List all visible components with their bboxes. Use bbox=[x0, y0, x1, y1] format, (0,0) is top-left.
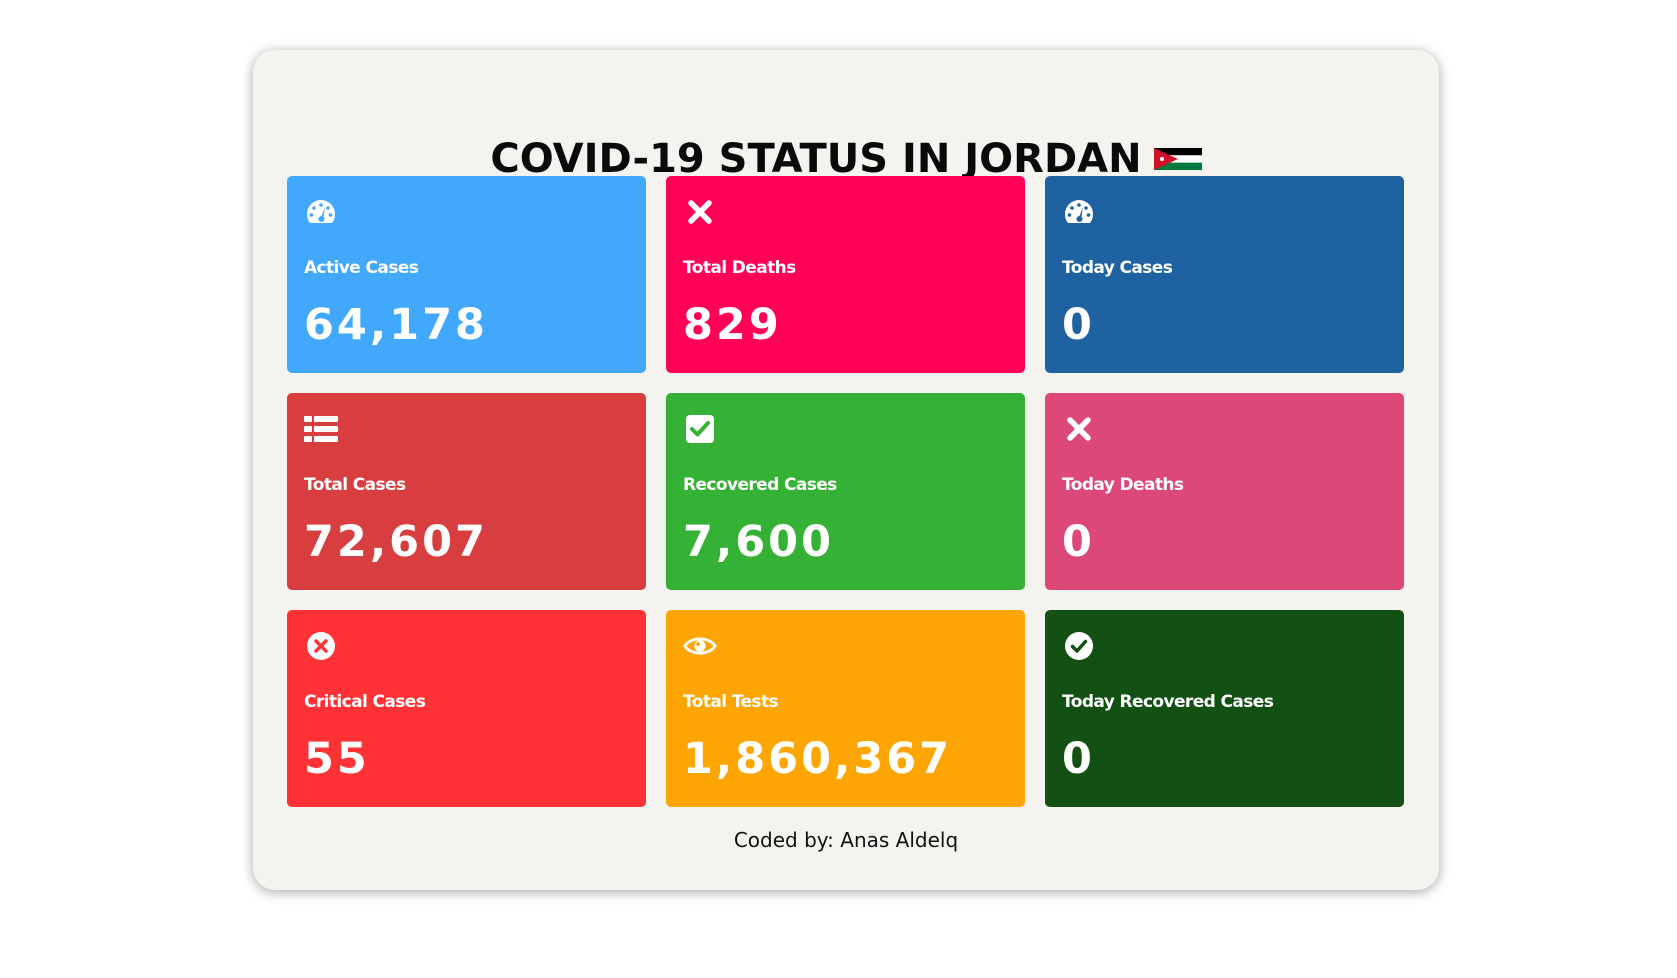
circle-x-icon bbox=[304, 629, 338, 663]
stat-value: 55 bbox=[304, 734, 370, 784]
stat-tile-active-cases: Active Cases 64,178 bbox=[287, 176, 646, 373]
stats-grid: Active Cases 64,178 Total Deaths 829 bbox=[287, 176, 1404, 807]
stat-label: Recovered Cases bbox=[683, 475, 837, 495]
stat-value: 0 bbox=[1062, 300, 1095, 350]
stat-value: 72,607 bbox=[304, 517, 488, 567]
stat-value: 829 bbox=[683, 300, 782, 350]
stat-label: Total Tests bbox=[683, 692, 779, 712]
stat-tile-total-cases: Total Cases 72,607 bbox=[287, 393, 646, 590]
stat-tile-recovered-cases: Recovered Cases 7,600 bbox=[666, 393, 1025, 590]
stat-label: Total Cases bbox=[304, 475, 406, 495]
stat-value: 64,178 bbox=[304, 300, 488, 350]
footer-credit: Coded by: Anas Aldelq bbox=[733, 828, 959, 852]
list-icon bbox=[304, 412, 338, 446]
stat-value: 0 bbox=[1062, 734, 1095, 784]
stat-label: Active Cases bbox=[304, 258, 419, 278]
stat-value: 1,860,367 bbox=[683, 734, 953, 784]
stat-label: Critical Cases bbox=[304, 692, 426, 712]
stat-tile-critical-cases: Critical Cases 55 bbox=[287, 610, 646, 807]
dashboard-gauge-icon bbox=[1062, 195, 1096, 229]
stat-value: 0 bbox=[1062, 517, 1095, 567]
dashboard-gauge-icon bbox=[304, 195, 338, 229]
eye-icon bbox=[683, 629, 717, 663]
stat-tile-total-tests: Total Tests 1,860,367 bbox=[666, 610, 1025, 807]
circle-check-icon bbox=[1062, 629, 1096, 663]
stat-label: Today Recovered Cases bbox=[1062, 692, 1274, 712]
stat-label: Today Cases bbox=[1062, 258, 1173, 278]
stat-label: Total Deaths bbox=[683, 258, 796, 278]
stat-label: Today Deaths bbox=[1062, 475, 1184, 495]
stat-tile-total-deaths: Total Deaths 829 bbox=[666, 176, 1025, 373]
checkbox-checked-icon bbox=[683, 412, 717, 446]
status-card: COVID-19 STATUS IN JORDAN bbox=[253, 50, 1439, 890]
header: COVID-19 STATUS IN JORDAN bbox=[253, 136, 1439, 182]
stat-value: 7,600 bbox=[683, 517, 835, 567]
jordan-flag-icon bbox=[1153, 148, 1202, 170]
stat-tile-today-recovered-cases: Today Recovered Cases 0 bbox=[1045, 610, 1404, 807]
stat-tile-today-deaths: Today Deaths 0 bbox=[1045, 393, 1404, 590]
stat-tile-today-cases: Today Cases 0 bbox=[1045, 176, 1404, 373]
page-title: COVID-19 STATUS IN JORDAN bbox=[490, 136, 1142, 182]
close-x-icon bbox=[1062, 412, 1096, 446]
close-x-icon bbox=[683, 195, 717, 229]
